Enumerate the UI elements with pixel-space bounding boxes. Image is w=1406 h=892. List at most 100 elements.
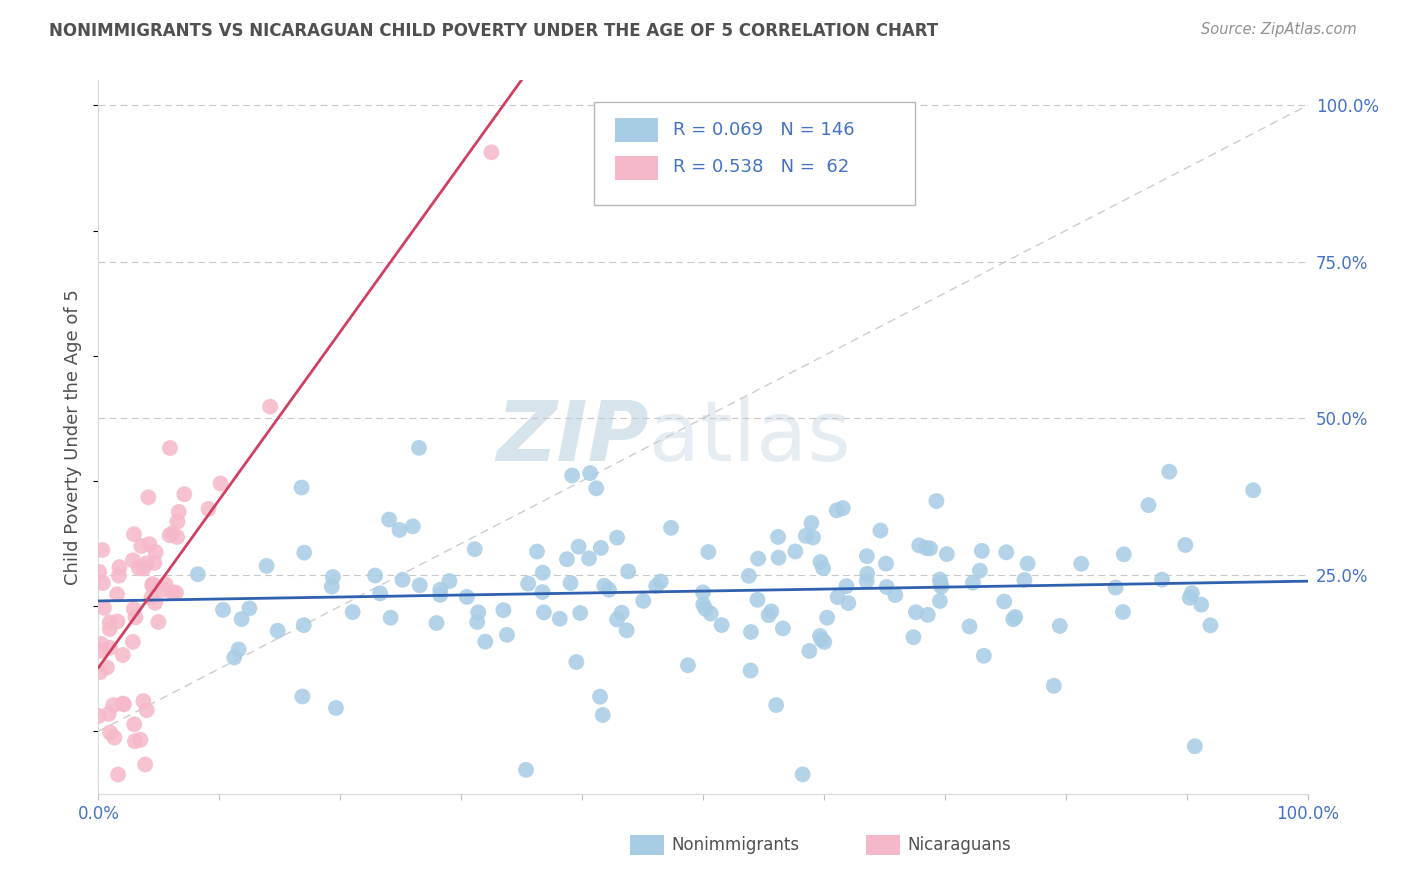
Point bbox=[108, 568, 131, 582]
Point bbox=[533, 606, 555, 620]
Point bbox=[98, 622, 121, 636]
Point bbox=[456, 590, 478, 604]
Point bbox=[531, 566, 554, 580]
Point bbox=[800, 516, 823, 530]
Point bbox=[561, 468, 583, 483]
Point bbox=[402, 519, 425, 533]
Point bbox=[1002, 612, 1025, 626]
Text: Nicaraguans: Nicaraguans bbox=[907, 837, 1011, 855]
Point bbox=[548, 612, 571, 626]
Point bbox=[166, 530, 188, 544]
Point bbox=[589, 541, 612, 555]
Point bbox=[1159, 465, 1181, 479]
Point bbox=[138, 537, 160, 551]
Point bbox=[107, 767, 129, 781]
FancyBboxPatch shape bbox=[630, 835, 664, 855]
Point bbox=[761, 604, 783, 618]
Point bbox=[135, 557, 157, 571]
Point bbox=[740, 664, 762, 678]
Point bbox=[962, 575, 984, 590]
Point bbox=[429, 588, 451, 602]
Point bbox=[855, 574, 877, 588]
Point bbox=[1112, 547, 1135, 561]
Point bbox=[517, 576, 540, 591]
Point bbox=[492, 603, 515, 617]
Point bbox=[598, 582, 620, 597]
Point bbox=[266, 624, 288, 638]
Point bbox=[138, 491, 160, 505]
Point bbox=[380, 610, 402, 624]
Point bbox=[148, 615, 170, 629]
Point bbox=[141, 579, 163, 593]
Point bbox=[165, 585, 187, 599]
Point bbox=[747, 592, 769, 607]
Point bbox=[364, 568, 387, 582]
Point bbox=[785, 544, 807, 558]
Point bbox=[659, 521, 682, 535]
Point bbox=[1049, 619, 1071, 633]
Point bbox=[342, 605, 364, 619]
Point bbox=[959, 619, 981, 633]
Point bbox=[187, 567, 209, 582]
Point bbox=[131, 539, 153, 553]
Point bbox=[474, 634, 496, 648]
Point bbox=[876, 580, 898, 594]
Point bbox=[810, 632, 832, 647]
Point bbox=[439, 574, 461, 588]
Point bbox=[579, 466, 602, 480]
Point bbox=[792, 767, 814, 781]
Point bbox=[692, 598, 714, 612]
Point bbox=[429, 582, 451, 597]
Point bbox=[710, 618, 733, 632]
Point bbox=[676, 658, 699, 673]
Point bbox=[197, 502, 219, 516]
Point bbox=[935, 547, 957, 561]
Point bbox=[929, 580, 952, 594]
Point bbox=[794, 529, 817, 543]
Point bbox=[692, 585, 714, 599]
Point bbox=[426, 616, 449, 631]
Point bbox=[772, 621, 794, 635]
Point bbox=[259, 400, 281, 414]
Point bbox=[409, 578, 432, 592]
Point bbox=[884, 588, 907, 602]
Point bbox=[129, 732, 152, 747]
Point bbox=[650, 574, 672, 589]
Point bbox=[925, 494, 948, 508]
Point bbox=[695, 601, 717, 615]
Point bbox=[256, 558, 278, 573]
Point bbox=[1241, 483, 1264, 498]
Point bbox=[560, 576, 582, 591]
Point bbox=[697, 545, 720, 559]
Point bbox=[908, 538, 931, 552]
Point bbox=[815, 611, 838, 625]
Point bbox=[90, 643, 112, 657]
Point bbox=[173, 487, 195, 501]
Point bbox=[903, 630, 925, 644]
Point bbox=[408, 441, 430, 455]
Point bbox=[526, 544, 548, 558]
Point bbox=[1112, 605, 1135, 619]
Point bbox=[143, 556, 166, 570]
Point bbox=[292, 618, 315, 632]
Point bbox=[98, 640, 121, 655]
Point bbox=[633, 594, 655, 608]
Point bbox=[467, 605, 489, 619]
Point bbox=[212, 603, 235, 617]
Point bbox=[1189, 598, 1212, 612]
Point bbox=[589, 690, 612, 704]
Point bbox=[105, 587, 128, 601]
Point bbox=[1184, 739, 1206, 754]
Point bbox=[747, 551, 769, 566]
Point bbox=[124, 734, 146, 748]
Point bbox=[124, 610, 146, 624]
Point bbox=[111, 697, 134, 711]
Point bbox=[585, 481, 607, 495]
Point bbox=[159, 441, 181, 455]
Point bbox=[765, 698, 787, 712]
Point bbox=[108, 560, 131, 574]
Point bbox=[1070, 557, 1092, 571]
Text: R = 0.069   N = 146: R = 0.069 N = 146 bbox=[672, 120, 855, 138]
Point bbox=[291, 481, 314, 495]
Point bbox=[835, 579, 858, 593]
